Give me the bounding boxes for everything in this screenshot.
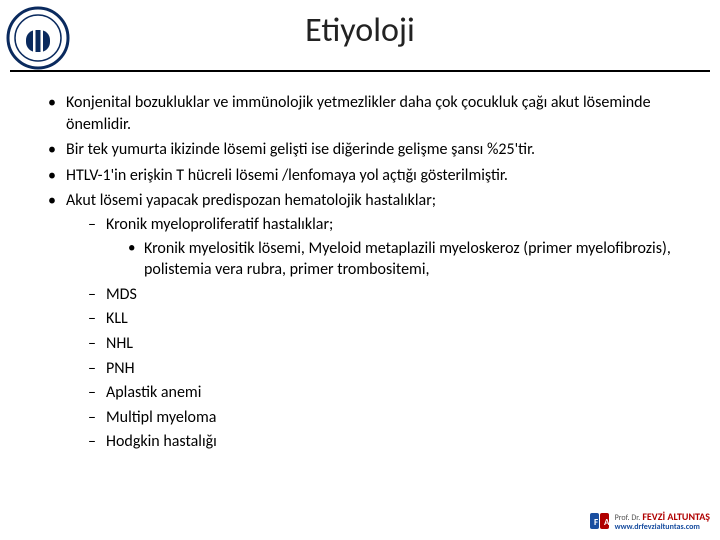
- brand-line2: www.drfevzialtuntas.com: [615, 523, 710, 532]
- svg-text:A: A: [604, 517, 610, 528]
- subsub-item: Kronik myelositik lösemi, Myeloid metapl…: [128, 238, 700, 281]
- sub-item: KLL: [88, 308, 700, 330]
- sub-item: Multipl myeloma: [88, 407, 700, 429]
- bullet-text: Bir tek yumurta ikizinde lösemi gelişti …: [66, 140, 535, 159]
- footer-brand: F A Prof. Dr. FEVZİ ALTUNTAŞ www.drfevzi…: [589, 510, 710, 532]
- slide-title: Etiyoloji: [0, 10, 720, 51]
- sub-item: NHL: [88, 333, 700, 355]
- bullet-item: Konjenital bozukluklar ve immünolojik ye…: [48, 92, 700, 135]
- sub-item: MDS: [88, 284, 700, 306]
- bullet-item: Bir tek yumurta ikizinde lösemi gelişti …: [48, 139, 700, 161]
- bullet-text: Konjenital bozukluklar ve immünolojik ye…: [66, 93, 651, 134]
- sub-item: Hodgkin hastalığı: [88, 431, 700, 453]
- sub-text: Kronik myeloproliferatif hastalıklar;: [106, 215, 333, 234]
- sub-text: KLL: [106, 309, 128, 328]
- sub-text: Aplastik anemi: [106, 383, 201, 402]
- bullet-item: HTLV-1'in erişkin T hücreli lösemi /lenf…: [48, 165, 700, 187]
- brand-line1: Prof. Dr. FEVZİ ALTUNTAŞ: [615, 511, 710, 523]
- sub-item: PNH: [88, 358, 700, 380]
- subsub-text: Kronik myelositik lösemi, Myeloid metapl…: [144, 239, 671, 280]
- sub-text: NHL: [106, 334, 133, 353]
- bullet-text: HTLV-1'in erişkin T hücreli lösemi /lenf…: [66, 166, 508, 185]
- svg-text:F: F: [594, 517, 598, 528]
- bullet-list: Konjenital bozukluklar ve immünolojik ye…: [30, 92, 700, 453]
- brand-icon: F A: [589, 510, 611, 532]
- subsub-list: Kronik myelositik lösemi, Myeloid metapl…: [106, 238, 700, 281]
- slide: Etiyoloji Konjenital bozukluklar ve immü…: [0, 0, 720, 540]
- brand-text: Prof. Dr. FEVZİ ALTUNTAŞ www.drfevzialtu…: [615, 511, 710, 532]
- sub-item: Aplastik anemi: [88, 382, 700, 404]
- title-underline: [10, 70, 710, 72]
- content-area: Konjenital bozukluklar ve immünolojik ye…: [30, 92, 700, 457]
- bullet-text: Akut lösemi yapacak predispozan hematolo…: [66, 191, 436, 210]
- sub-text: PNH: [106, 359, 135, 378]
- sub-item: Kronik myeloproliferatif hastalıklar; Kr…: [88, 214, 700, 281]
- bullet-item: Akut lösemi yapacak predispozan hematolo…: [48, 190, 700, 453]
- sub-text: Hodgkin hastalığı: [106, 432, 217, 451]
- sub-text: MDS: [106, 285, 137, 304]
- sub-list: Kronik myeloproliferatif hastalıklar; Kr…: [66, 214, 700, 453]
- sub-text: Multipl myeloma: [106, 408, 216, 427]
